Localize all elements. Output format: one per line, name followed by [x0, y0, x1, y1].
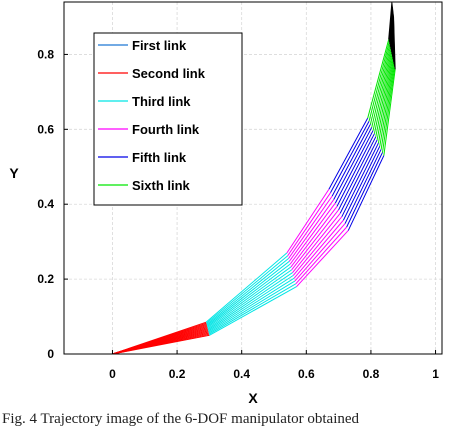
link-series-5: [328, 117, 385, 231]
link-series-3: [205, 252, 297, 336]
link-line: [209, 286, 297, 336]
y-tick-label: 0: [47, 347, 54, 361]
legend-label: Sixth link: [132, 178, 191, 193]
link-line: [112, 334, 210, 355]
link-line: [208, 283, 297, 335]
legend-box: [93, 32, 243, 206]
x-tick-label: 0.8: [363, 367, 380, 381]
link-line: [347, 155, 385, 231]
link-line: [371, 46, 391, 128]
link-line: [382, 66, 396, 153]
link-line: [286, 188, 330, 254]
link-line: [206, 263, 291, 327]
link-line: [206, 260, 290, 326]
link-line: [380, 64, 395, 150]
link-line: [338, 136, 377, 211]
link-line: [383, 69, 396, 156]
link-line: [208, 274, 294, 332]
link-line: [331, 124, 371, 197]
y-tick-label: 0.4: [37, 197, 54, 211]
link-line: [288, 195, 333, 259]
link-line: [208, 280, 296, 334]
link-line: [207, 269, 293, 330]
link-line: [206, 255, 289, 324]
y-tick-label: 0.8: [37, 47, 54, 61]
link-line: [379, 61, 395, 147]
link-line: [287, 192, 331, 256]
link-line: [341, 142, 379, 217]
link-line: [377, 59, 394, 144]
x-axis-label: X: [248, 390, 258, 406]
link-line: [293, 219, 344, 279]
x-tick-label: 1: [432, 367, 439, 381]
link-fans: [112, 1, 396, 355]
link-series-4: [286, 188, 349, 287]
y-tick-label: 0.6: [37, 122, 54, 136]
link-line: [375, 54, 393, 137]
link-series-7: [388, 1, 396, 70]
link-line: [295, 226, 348, 285]
figure-caption: Fig. 4 Trajectory image of the 6-DOF man…: [2, 411, 360, 427]
link-line: [334, 130, 374, 204]
link-line: [207, 272, 293, 331]
x-tick-label: 0.6: [298, 367, 315, 381]
link-line: [288, 199, 335, 262]
legend-label: First link: [132, 38, 187, 53]
y-tick-label: 0.2: [37, 272, 54, 286]
link-line: [336, 133, 375, 207]
link-line: [343, 145, 381, 221]
link-line: [290, 206, 338, 268]
link-line: [328, 117, 369, 190]
link-line: [207, 266, 292, 329]
x-tick-label: 0.2: [169, 367, 186, 381]
y-axis-label: Y: [9, 165, 19, 181]
legend-label: Second link: [132, 66, 206, 81]
legend-label: Fourth link: [132, 122, 200, 137]
link-line: [376, 56, 393, 141]
link-line: [373, 51, 392, 134]
link-line: [205, 252, 288, 323]
link-line: [206, 258, 289, 325]
link-line: [339, 139, 378, 214]
x-tick-label: 0.4: [233, 367, 250, 381]
link-series-2: [112, 321, 210, 355]
link-line: [289, 202, 336, 265]
plot-frame: [63, 1, 443, 355]
link-line: [333, 127, 373, 200]
link-line: [292, 212, 341, 273]
link-line: [367, 39, 390, 119]
link-line: [346, 152, 383, 228]
link-series-6: [367, 39, 396, 156]
link-line: [344, 149, 382, 224]
chart: 0 0.2 0.4 0.6 0.8 1 0 0.2 0.4 0.6 0.8 X Y First li…: [9, 1, 443, 406]
legend-label: Fifth link: [132, 150, 187, 165]
link-line: [368, 41, 390, 122]
ticks: 0 0.2 0.4 0.6 0.8 1 0 0.2 0.4 0.6 0.8: [37, 47, 439, 381]
link-line: [294, 223, 346, 282]
link-line: [296, 230, 349, 287]
link-line: [372, 49, 392, 131]
link-line: [292, 216, 343, 276]
link-line: [291, 209, 340, 271]
x-tick-label: 0: [109, 367, 116, 381]
legend-label: Third link: [132, 94, 191, 109]
legend: First link Second link Third link Fourth li…: [93, 32, 243, 206]
link-line: [208, 277, 295, 333]
link-line: [393, 16, 396, 70]
link-line: [369, 44, 391, 125]
link-line: [330, 120, 370, 193]
